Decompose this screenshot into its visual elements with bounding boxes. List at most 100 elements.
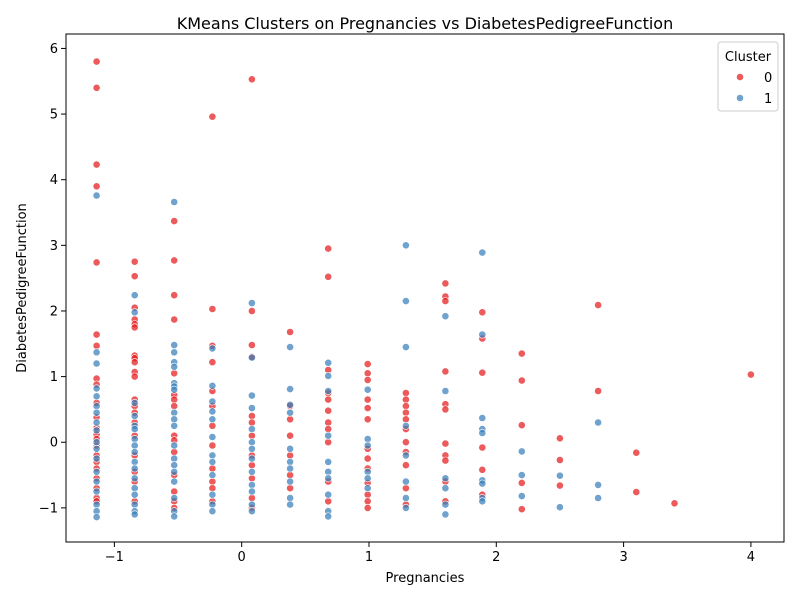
cluster-1-point [441,312,450,321]
cluster-1-point [247,500,256,509]
cluster-1-point [286,400,294,409]
cluster-0-point [363,490,372,499]
cluster-0-point [92,83,101,92]
cluster-0-point [747,370,755,379]
cluster-0-point [401,484,410,493]
cluster-1-point [517,492,526,500]
cluster-1-point [478,248,487,257]
cluster-1-point [92,408,101,417]
cluster-1-point [247,444,256,453]
x-tick-label: 3 [619,550,627,565]
cluster-0-point [130,372,139,381]
cluster-1-point [208,507,217,516]
cluster-0-point [401,438,410,447]
cluster-0-point [363,503,372,512]
cluster-1-point [92,384,101,393]
cluster-1-point [130,484,139,493]
legend-box [717,41,779,112]
chart-title: KMeans Clusters on Pregnancies vs Diabet… [177,14,673,33]
cluster-0-point [517,421,526,430]
cluster-0-point [208,441,217,450]
points-layer [92,57,755,521]
legend-label: 0 [764,71,772,86]
cluster-0-point [170,448,179,456]
cluster-0-point [286,415,294,424]
cluster-0-point [92,182,101,191]
cluster-1-point [324,431,333,440]
cluster-0-point [286,431,294,440]
cluster-0-point [556,434,564,443]
cluster-1-point [401,477,410,486]
x-tick-label: 2 [492,550,500,565]
cluster-0-point [401,408,410,417]
cluster-1-point [286,500,294,509]
cluster-0-point [401,402,410,410]
cluster-1-point [130,435,139,443]
cluster-1-point [170,348,179,357]
cluster-1-point [170,341,179,349]
legend: Cluster 0 1 [717,41,779,112]
cluster-1-point [208,471,217,479]
cluster-1-point [401,343,410,351]
cluster-0-point [401,461,410,470]
cluster-0-point [247,418,256,427]
cluster-0-point [594,387,602,395]
cluster-1-point [247,299,256,307]
cluster-0-point [324,425,333,433]
cluster-0-point [324,418,333,427]
cluster-0-point [92,258,101,267]
cluster-1-point [363,467,372,476]
cluster-1-point [401,451,410,460]
cluster-1-point [92,191,101,200]
cluster-1-point [441,500,450,509]
x-tick-label: 0 [238,550,246,565]
cluster-1-point [441,510,450,519]
cluster-1-point [92,438,101,447]
cluster-1-point [92,348,101,357]
cluster-1-point [478,497,487,506]
cluster-0-point [92,341,101,350]
cluster-1-point [130,291,139,300]
cluster-0-point [208,112,217,121]
cluster-1-point [130,500,139,509]
x-axis-label: Pregnancies [386,571,465,586]
cluster-1-point [130,441,139,450]
cluster-1-point [247,391,256,400]
cluster-1-point [324,371,333,380]
cluster-0-point [247,474,256,483]
cluster-0-point [286,451,294,460]
cluster-0-point [517,376,526,385]
cluster-1-point [401,421,410,430]
cluster-1-point [286,343,294,351]
x-tick-label: 4 [747,550,755,565]
cluster-1-point [170,198,179,206]
cluster-1-point [208,415,217,424]
cluster-0-point [556,456,564,464]
cluster-0-point [170,291,179,300]
cluster-0-point [363,369,372,378]
cluster-0-point [324,244,333,253]
cluster-0-point [247,431,256,440]
cluster-0-point [363,415,372,424]
cluster-1-point [594,418,602,427]
cluster-1-point [286,385,294,393]
cluster-1-point [324,467,333,476]
cluster-0-point [363,375,372,384]
cluster-0-point [286,471,294,479]
cluster-1-point [247,467,256,476]
cluster-0-point [556,481,564,490]
cluster-0-point [170,402,179,410]
cluster-1-point [247,480,256,489]
cluster-0-point [92,330,101,339]
cluster-1-point [401,241,410,250]
cluster-1-point [130,448,139,456]
y-axis-label: DiabetesPedigreeFunction [15,203,30,373]
cluster-1-point [478,414,487,422]
cluster-0-point [130,257,139,266]
cluster-1-point [130,425,139,433]
cluster-1-point [92,359,101,368]
cluster-0-point [324,272,333,281]
cluster-0-point [247,307,256,315]
legend-label: 1 [764,92,772,107]
